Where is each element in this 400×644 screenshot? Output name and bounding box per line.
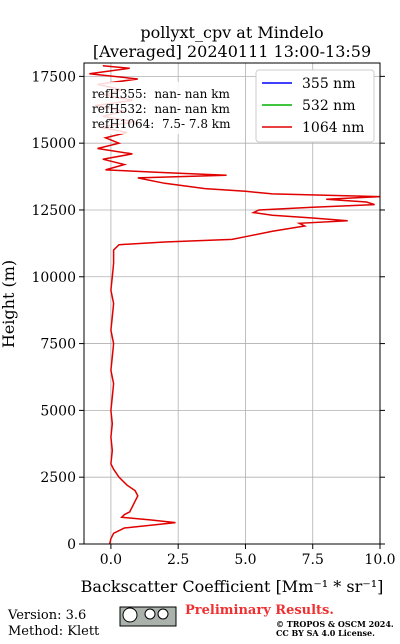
y-tick-label: 0 bbox=[67, 537, 76, 553]
y-tick-label: 5000 bbox=[40, 403, 76, 419]
cc-logo bbox=[119, 606, 177, 627]
chart-subtitle: [Averaged] 20240111 13:00-13:59 bbox=[93, 42, 371, 61]
preliminary: Preliminary Results. bbox=[185, 603, 334, 618]
annotation: refH1064: 7.5- 7.8 km bbox=[92, 117, 231, 131]
plot-frame bbox=[83, 62, 381, 545]
chart-title: pollyxt_cpv at Mindelo bbox=[140, 23, 323, 42]
annotation-box bbox=[88, 82, 238, 134]
x-tick-label: 2.5 bbox=[167, 552, 189, 568]
y-tick-label: 15000 bbox=[31, 136, 76, 152]
x-tick-label: 5.0 bbox=[234, 552, 256, 568]
annotation: refH532: nan- nan km bbox=[92, 102, 230, 116]
y-tick-label: 12500 bbox=[31, 203, 76, 219]
legend-box bbox=[255, 69, 375, 143]
legend-label: 355 nm bbox=[302, 76, 355, 92]
method: Method: Klett bbox=[8, 624, 100, 639]
y-tick-label: 7500 bbox=[40, 337, 76, 353]
license: CC BY SA 4.0 License. bbox=[276, 628, 375, 638]
y-tick-label: 17500 bbox=[31, 69, 76, 85]
y-axis-label: Height (m) bbox=[0, 260, 18, 348]
x-axis-label: Backscatter Coefficient [Mm⁻¹ * sr⁻¹] bbox=[81, 577, 384, 596]
version: Version: 3.6 bbox=[7, 608, 86, 623]
x-tick-label: 0.0 bbox=[100, 552, 122, 568]
x-tick-label: 7.5 bbox=[302, 552, 324, 568]
legend-label: 1064 nm bbox=[302, 120, 364, 136]
y-tick-label: 10000 bbox=[31, 270, 76, 286]
x-tick-label: 10.0 bbox=[364, 552, 395, 568]
annotation: refH355: nan- nan km bbox=[92, 87, 230, 101]
legend-label: 532 nm bbox=[302, 98, 355, 114]
y-tick-label: 2500 bbox=[40, 470, 76, 486]
copyright: © TROPOS & OSCM 2024. bbox=[276, 619, 394, 629]
